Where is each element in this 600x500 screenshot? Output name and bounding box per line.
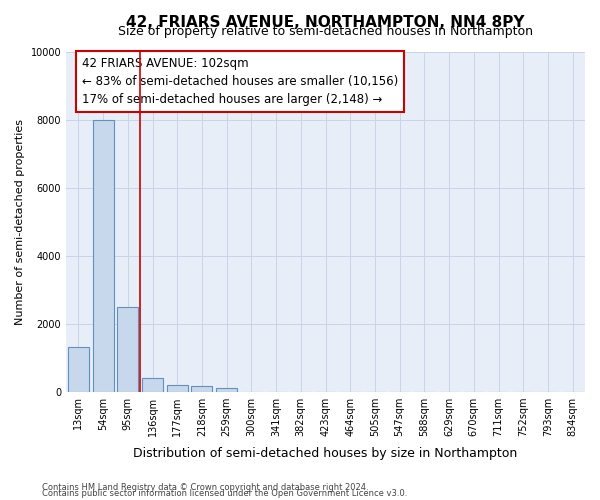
Text: 42 FRIARS AVENUE: 102sqm
← 83% of semi-detached houses are smaller (10,156)
17% : 42 FRIARS AVENUE: 102sqm ← 83% of semi-d…: [82, 57, 398, 106]
Title: 42, FRIARS AVENUE, NORTHAMPTON, NN4 8PY: 42, FRIARS AVENUE, NORTHAMPTON, NN4 8PY: [126, 15, 525, 30]
Bar: [191, 386, 212, 392]
Bar: [216, 388, 237, 392]
Bar: [167, 384, 188, 392]
Bar: [92, 120, 113, 392]
Bar: [118, 306, 139, 392]
Bar: [142, 378, 163, 392]
Text: Contains public sector information licensed under the Open Government Licence v3: Contains public sector information licen…: [42, 490, 407, 498]
Bar: [68, 348, 89, 392]
Text: Contains HM Land Registry data © Crown copyright and database right 2024.: Contains HM Land Registry data © Crown c…: [42, 484, 368, 492]
Y-axis label: Number of semi-detached properties: Number of semi-detached properties: [15, 119, 25, 325]
Text: Size of property relative to semi-detached houses in Northampton: Size of property relative to semi-detach…: [118, 26, 533, 38]
X-axis label: Distribution of semi-detached houses by size in Northampton: Distribution of semi-detached houses by …: [133, 447, 518, 460]
